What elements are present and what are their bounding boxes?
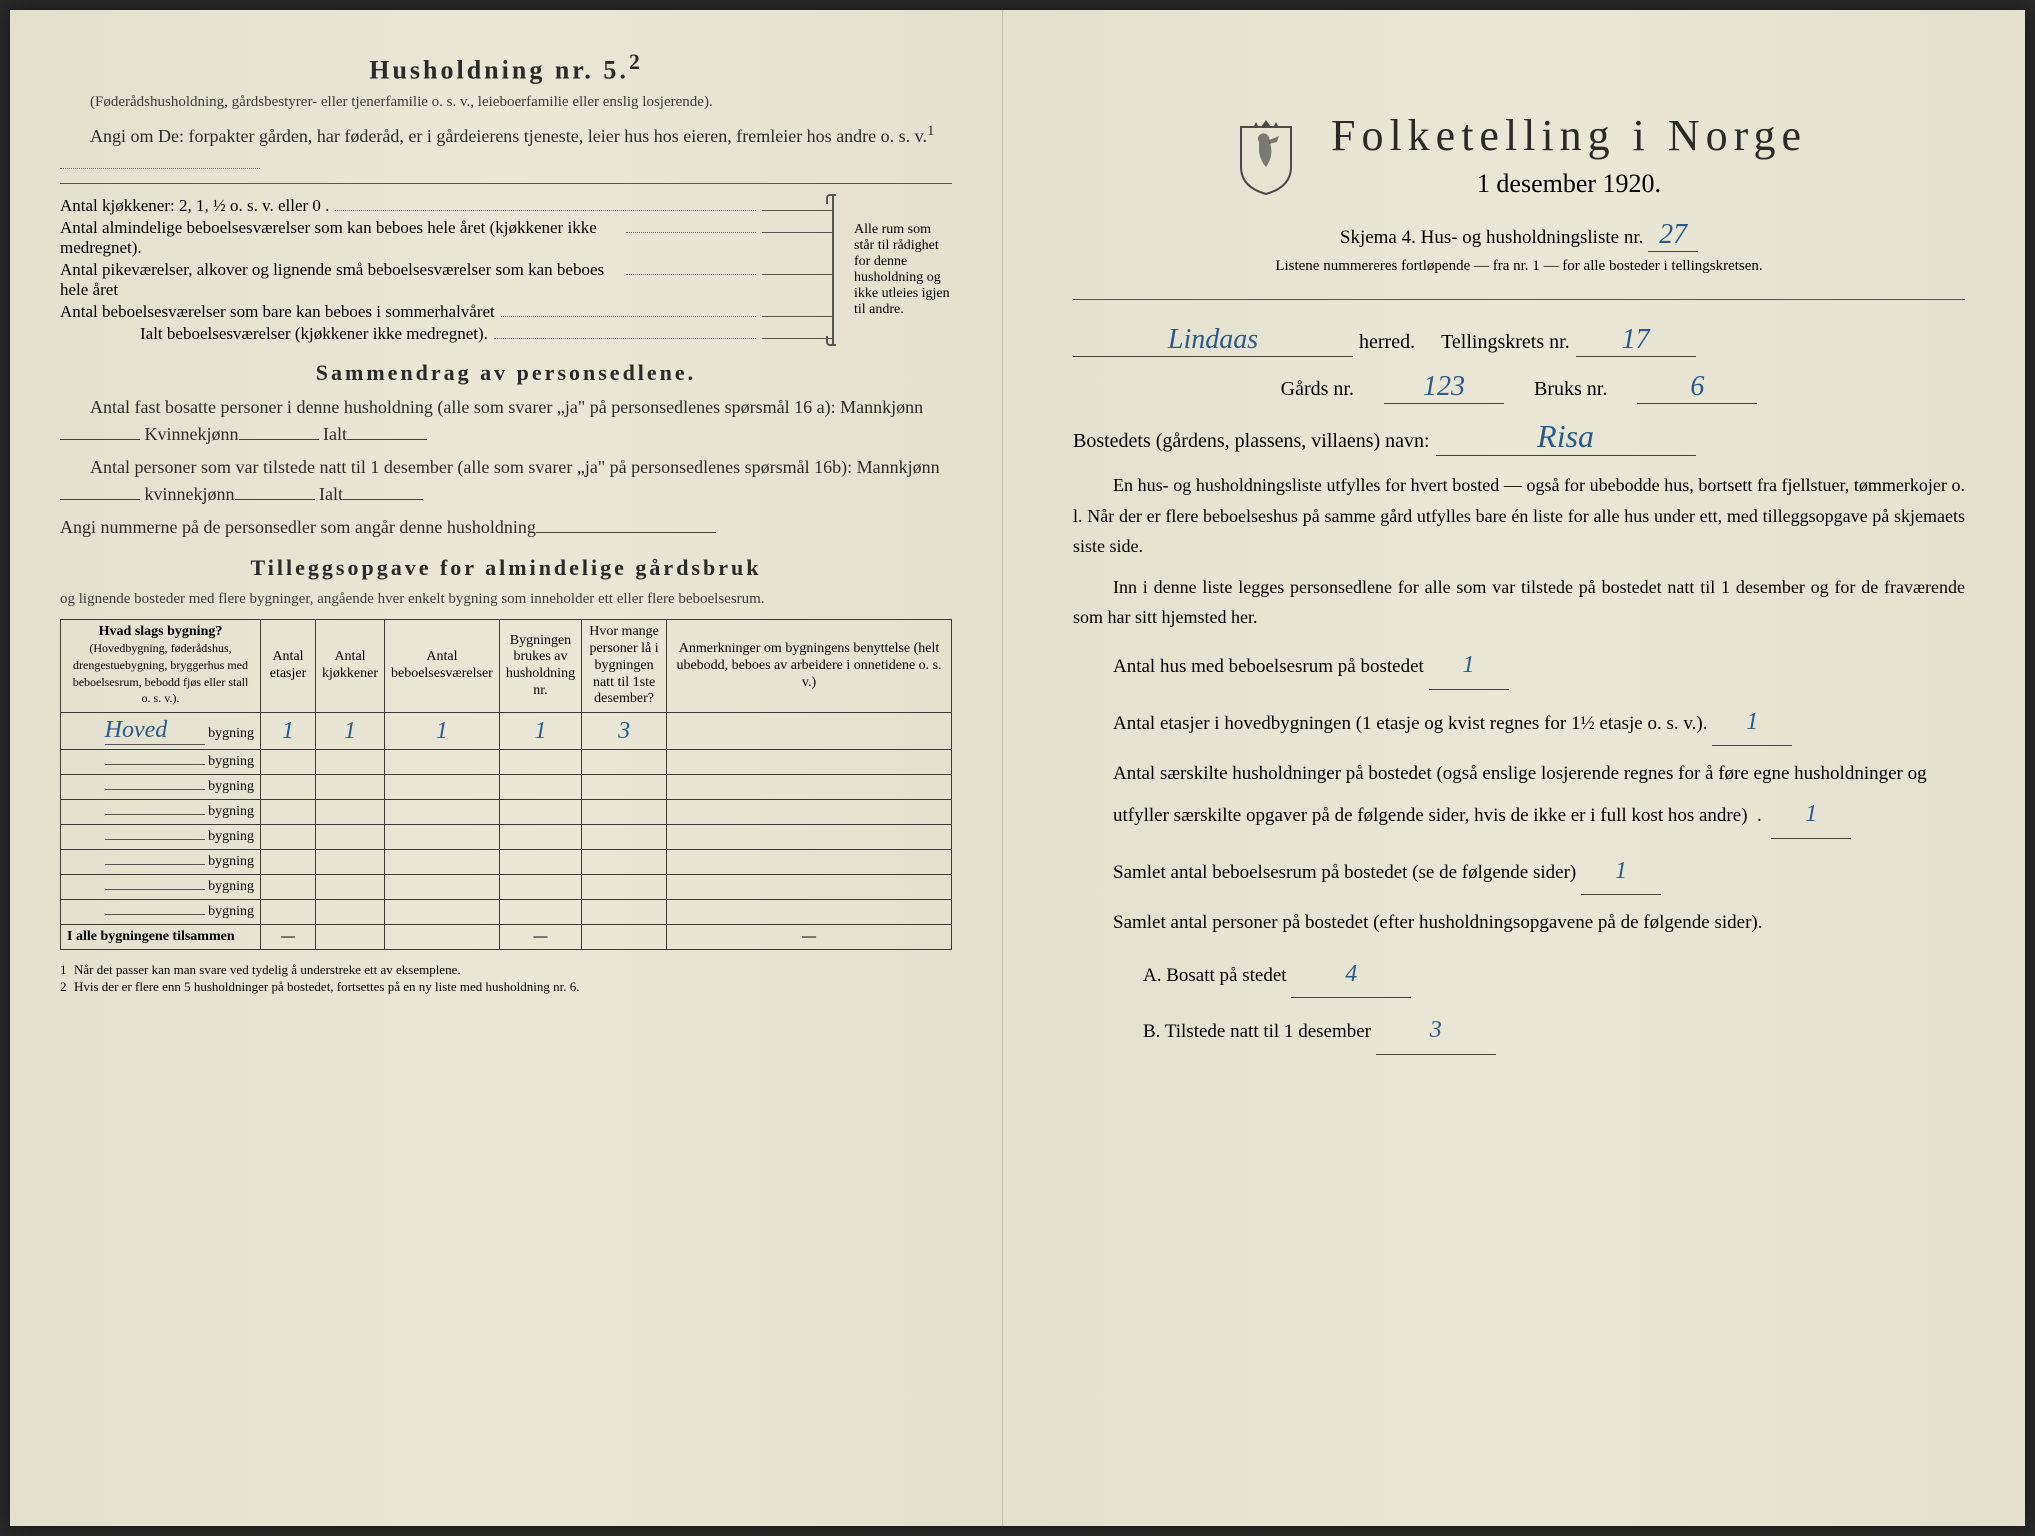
para2: Inn i denne liste legges personsedlene f… xyxy=(1073,572,1965,633)
tillegg-sub: og lignende bosteder med flere bygninger… xyxy=(60,589,952,609)
rooms1-row: Antal almindelige beboelsesværelser som … xyxy=(60,218,832,258)
table-row: bygning xyxy=(61,800,952,825)
para1: En hus- og husholdningsliste utfylles fo… xyxy=(1073,470,1965,562)
th-etasjer: Antal etasjer xyxy=(261,620,316,713)
th-kjokkener: Antal kjøkkener xyxy=(316,620,385,713)
schema-line: Skjema 4. Hus- og husholdningsliste nr. … xyxy=(1073,219,1965,252)
table-row: bygning xyxy=(61,825,952,850)
table-row: bygning xyxy=(61,850,952,875)
table-row: Hoved bygning 111 13 xyxy=(61,713,952,750)
rooms2-row: Antal pikeværelser, alkover og lignende … xyxy=(60,260,832,300)
table-row: bygning xyxy=(61,775,952,800)
household-5-heading: Husholdning nr. 5.2 xyxy=(60,50,952,86)
right-page: Folketelling i Norge 1 desember 1920. Sk… xyxy=(1003,10,2025,1526)
main-title: Folketelling i Norge xyxy=(1331,110,1807,161)
table-footer-row: I alle bygningene tilsammen — — — xyxy=(61,925,952,950)
bosted-row: Bostedets (gårdens, plassens, villaens) … xyxy=(1073,418,1965,456)
table-row: bygning xyxy=(61,750,952,775)
sammendrag-line1: Antal fast bosatte personer i denne hush… xyxy=(60,394,952,448)
table-row: bygning xyxy=(61,900,952,925)
gards-row: Gårds nr. 123 Bruks nr. 6 xyxy=(1073,371,1965,404)
qB: B. Tilstede natt til 1 desember 3 xyxy=(1113,1008,1965,1055)
sub-title: 1 desember 1920. xyxy=(1331,169,1807,199)
ialt-row: Ialt beboelsesværelser (kjøkkener ikke m… xyxy=(60,324,832,344)
left-page: Husholdning nr. 5.2 (Føderådshusholdning… xyxy=(10,10,1003,1526)
qA: A. Bosatt på stedet 4 xyxy=(1113,952,1965,999)
th-anmerkninger: Anmerkninger om bygningens benyttelse (h… xyxy=(667,620,952,713)
rooms3-row: Antal beboelsesværelser som bare kan beb… xyxy=(60,302,832,322)
footnotes: 1Når det passer kan man svare ved tydeli… xyxy=(60,962,952,996)
sammendrag-heading: Sammendrag av personsedlene. xyxy=(60,360,952,386)
q3: Antal særskilte husholdninger på bostede… xyxy=(1113,756,1965,839)
sammendrag-line3: Angi nummerne på de personsedler som ang… xyxy=(60,514,952,541)
instruction-line: Listene nummereres fortløpende — fra nr.… xyxy=(1073,258,1965,275)
buildings-table: Hvad slags bygning? (Hovedbygning, føder… xyxy=(60,619,952,950)
th-husholdning: Bygningen brukes av husholdning nr. xyxy=(499,620,581,713)
coat-of-arms-icon xyxy=(1231,112,1301,197)
angi-text: Angi om De: forpakter gården, har føderå… xyxy=(60,120,952,177)
q4: Samlet antal beboelsesrum på bostedet (s… xyxy=(1113,849,1965,896)
q2: Antal etasjer i hovedbygningen (1 etasje… xyxy=(1113,700,1965,747)
th-bygning: Hvad slags bygning? (Hovedbygning, føder… xyxy=(61,620,261,713)
rooms-brace-block: Antal kjøkkener: 2, 1, ½ o. s. v. eller … xyxy=(60,194,952,346)
document-spread: Husholdning nr. 5.2 (Føderådshusholdning… xyxy=(10,10,2025,1526)
table-row: bygning xyxy=(61,875,952,900)
q1: Antal hus med beboelsesrum på bostedet 1 xyxy=(1113,643,1965,690)
sammendrag-line2: Antal personer som var tilstede natt til… xyxy=(60,454,952,508)
q5: Samlet antal personer på bostedet (efter… xyxy=(1113,905,1965,941)
herred-row: Lindaas herred. Tellingskrets nr. 17 xyxy=(1073,324,1965,357)
th-vaerelser: Antal beboelsesværelser xyxy=(384,620,499,713)
title-block: Folketelling i Norge 1 desember 1920. xyxy=(1073,110,1965,199)
brace-note: Alle rum som står til rådighet for denne… xyxy=(832,194,952,346)
th-personer: Hvor mange personer lå i bygningen natt … xyxy=(582,620,667,713)
tillegg-heading: Tilleggsopgave for almindelige gårdsbruk xyxy=(60,555,952,581)
kitchens-row: Antal kjøkkener: 2, 1, ½ o. s. v. eller … xyxy=(60,196,832,216)
household-5-subtitle: (Føderådshusholdning, gårdsbestyrer- ell… xyxy=(60,92,952,112)
